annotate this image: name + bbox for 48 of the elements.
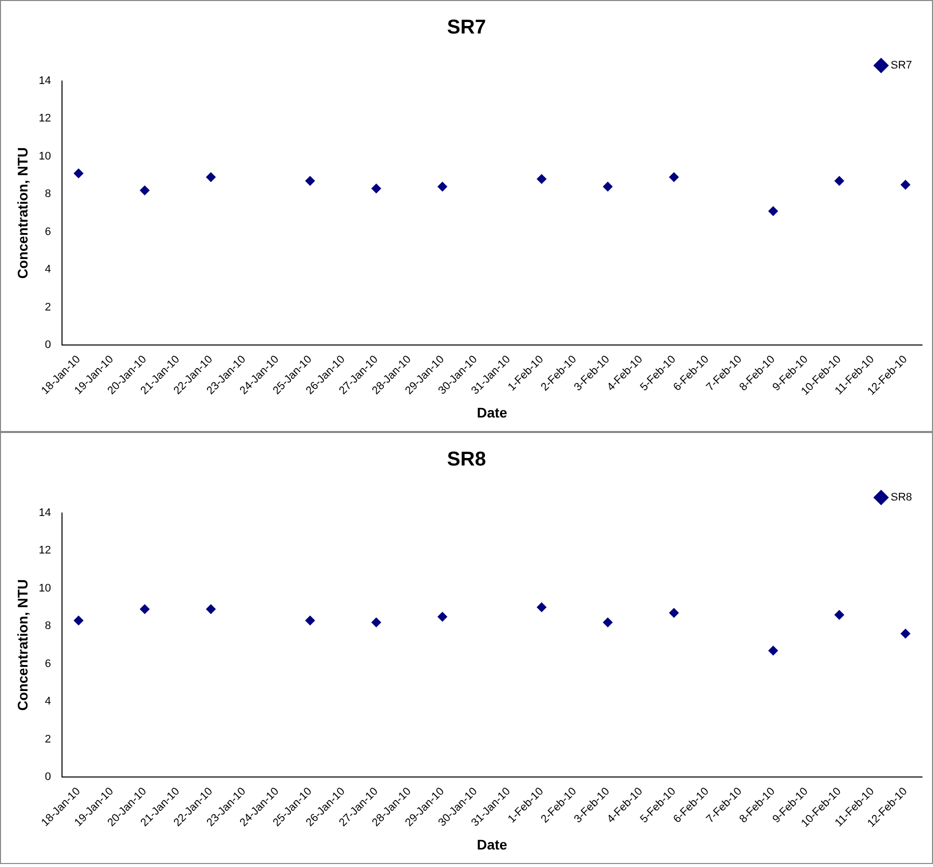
point	[74, 615, 84, 626]
point	[206, 172, 216, 182]
point	[668, 608, 679, 618]
point	[768, 646, 778, 656]
y-tick-label: 4	[44, 264, 52, 276]
point	[536, 174, 547, 184]
y-tick-label: 0	[44, 771, 52, 784]
point	[140, 185, 150, 196]
point	[536, 602, 547, 612]
y-tick-label: 12	[38, 544, 52, 557]
point	[305, 615, 316, 626]
point	[900, 628, 910, 639]
point	[834, 176, 844, 186]
point	[602, 182, 613, 192]
point	[834, 610, 844, 620]
y-tick-label: 2	[44, 733, 52, 746]
y-axis-title: Concentration, NTU	[14, 579, 30, 711]
point	[206, 604, 216, 614]
y-tick-label: 0	[44, 339, 52, 352]
y-axis-title: Concentration, NTU	[14, 147, 30, 279]
point	[140, 604, 150, 614]
y-tick-label: 8	[44, 188, 52, 200]
x-axis-title: Date	[476, 404, 508, 420]
point	[74, 168, 84, 178]
point	[305, 176, 316, 186]
chart-title: SR8	[447, 448, 486, 471]
y-tick-label: 8	[44, 620, 52, 632]
point	[668, 172, 679, 182]
point	[371, 183, 382, 194]
point	[437, 182, 448, 192]
y-tick-label: 14	[38, 75, 52, 88]
legend-label: SR8	[890, 492, 912, 504]
y-tick-label: 10	[38, 150, 52, 162]
y-tick-label: 6	[44, 226, 52, 238]
point	[768, 206, 778, 216]
point	[900, 180, 910, 190]
y-tick-label: 6	[44, 658, 52, 670]
y-tick-label: 2	[44, 301, 52, 314]
y-tick-label: 14	[38, 507, 52, 520]
point	[437, 612, 448, 622]
point	[602, 617, 613, 628]
chart-title: SR7	[447, 16, 486, 39]
y-tick-label: 4	[44, 696, 52, 708]
y-tick-label: 12	[38, 112, 52, 125]
y-tick-label: 10	[38, 582, 52, 594]
x-axis-title: Date	[476, 836, 508, 852]
legend-label: SR7	[890, 60, 912, 72]
point	[371, 617, 382, 628]
